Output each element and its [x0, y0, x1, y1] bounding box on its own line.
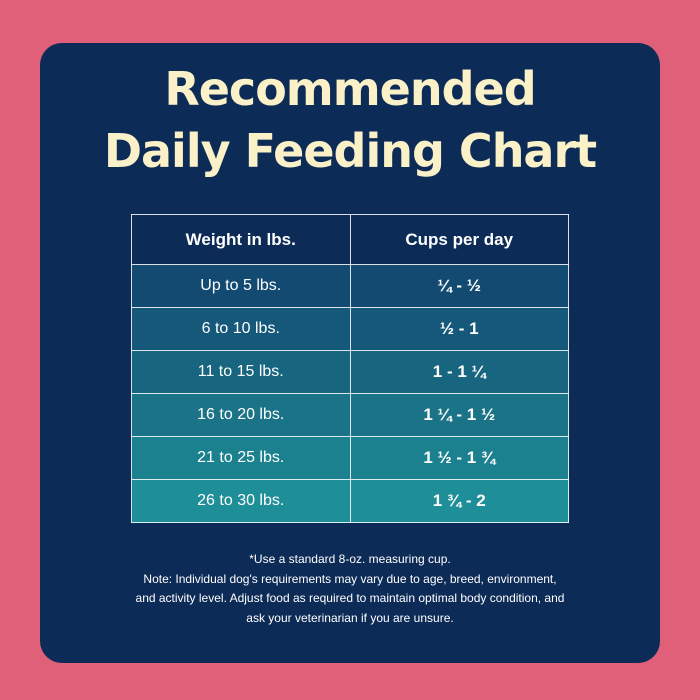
- table-row: 26 to 30 lbs. 1 ¾ - 2: [131, 479, 569, 523]
- footnote-measuring-cup: *Use a standard 8-oz. measuring cup.: [249, 552, 451, 566]
- weight-cell: 26 to 30 lbs.: [131, 479, 351, 523]
- chart-title-line-1: Recommended: [164, 62, 536, 116]
- weight-cell: 21 to 25 lbs.: [131, 436, 351, 480]
- chart-title: Recommended Daily Feeding Chart: [0, 58, 700, 182]
- weight-cell: 16 to 20 lbs.: [131, 393, 351, 437]
- cups-cell: ¼ - ½: [349, 264, 569, 308]
- chart-title-line-2: Daily Feeding Chart: [103, 124, 597, 178]
- weight-cell: 6 to 10 lbs.: [131, 307, 351, 351]
- cups-cell: 1 ¼ - 1 ½: [349, 393, 569, 437]
- cups-cell: 1 ½ - 1 ¾: [349, 436, 569, 480]
- weight-cell: Up to 5 lbs.: [131, 264, 351, 308]
- table-row: 21 to 25 lbs. 1 ½ - 1 ¾: [131, 436, 569, 480]
- table-header-row: Weight in lbs. Cups per day: [131, 214, 569, 265]
- weight-cell: 11 to 15 lbs.: [131, 350, 351, 394]
- footnote-note-line-3: ask your veterinarian if you are unsure.: [246, 610, 454, 625]
- footnote-note-line-1: Note: Individual dog's requirements may …: [143, 571, 557, 586]
- cups-cell: 1 - 1 ¼: [349, 350, 569, 394]
- footnote-note-line-2: and activity level. Adjust food as requi…: [135, 591, 565, 605]
- footnote: *Use a standard 8-oz. measuring cup. Not…: [60, 550, 640, 628]
- table-row: 6 to 10 lbs. ½ - 1: [131, 307, 569, 351]
- feeding-table: Weight in lbs. Cups per day Up to 5 lbs.…: [131, 214, 569, 523]
- table-row: 11 to 15 lbs. 1 - 1 ¼: [131, 350, 569, 394]
- table-row: 16 to 20 lbs. 1 ¼ - 1 ½: [131, 393, 569, 437]
- cups-cell: 1 ¾ - 2: [349, 479, 569, 523]
- cups-cell: ½ - 1: [349, 307, 569, 351]
- table-row: Up to 5 lbs. ¼ - ½: [131, 264, 569, 308]
- column-header-weight: Weight in lbs.: [131, 214, 351, 265]
- column-header-cups: Cups per day: [349, 214, 569, 265]
